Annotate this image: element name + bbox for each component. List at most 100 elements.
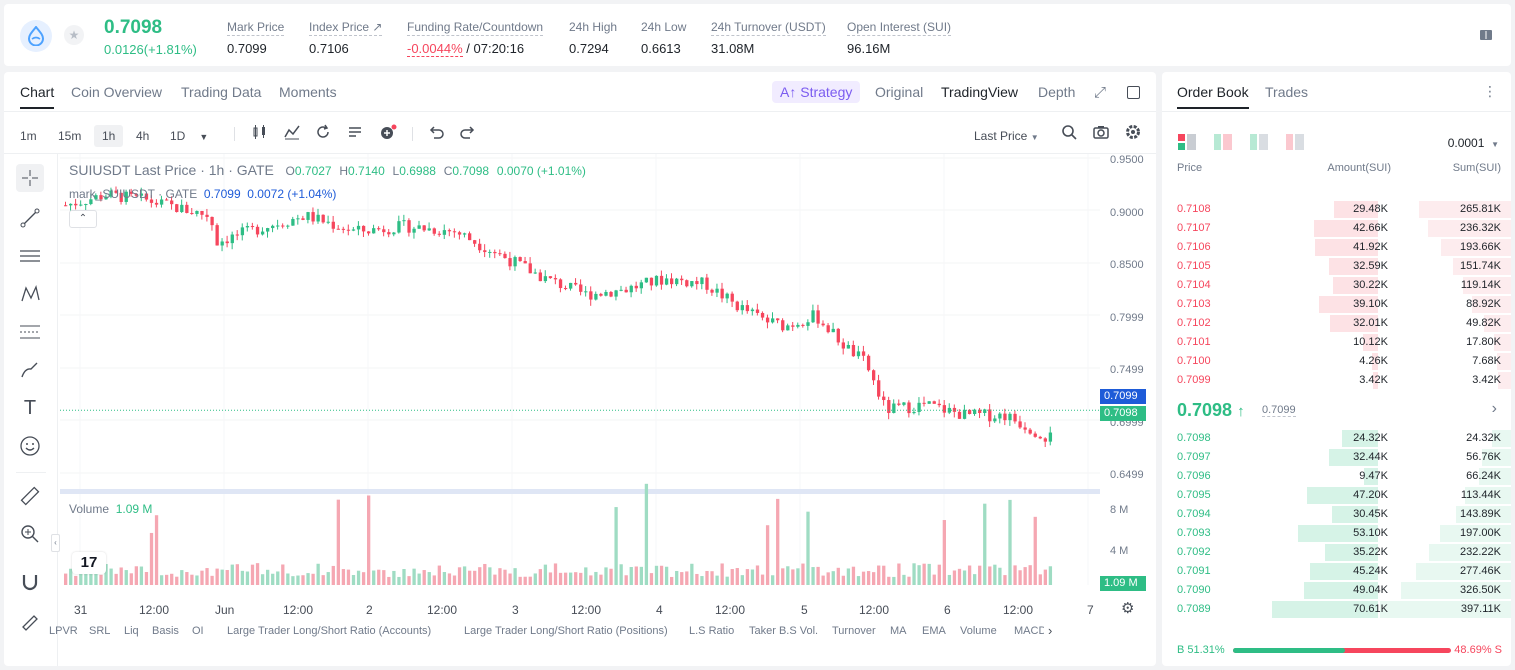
orderbook-row[interactable]: 0.7090 49.04K 326.50K xyxy=(1162,581,1511,600)
interval-1h[interactable]: 1h xyxy=(94,125,124,147)
candle-body xyxy=(750,309,755,312)
guide-book-icon[interactable] xyxy=(1479,28,1493,42)
view-bids-icon[interactable] xyxy=(1250,134,1268,150)
undo-icon[interactable] xyxy=(427,123,445,141)
window-icon[interactable] xyxy=(1127,86,1140,99)
stat-funding-rate[interactable]: Funding Rate/Countdown -0.0044% / 07:20:1… xyxy=(407,20,544,57)
indicator-toggle[interactable]: MA xyxy=(890,625,907,637)
orderbook-row[interactable]: 0.7096 9.47K 66.24K xyxy=(1162,467,1511,486)
indicator-toggle[interactable]: LPVR xyxy=(49,625,78,637)
orderbook-row[interactable]: 0.7097 32.44K 56.76K xyxy=(1162,448,1511,467)
camera-icon[interactable] xyxy=(1092,123,1110,141)
refresh-icon[interactable] xyxy=(314,123,332,141)
indicator-toggle[interactable]: MACD xyxy=(1014,625,1044,637)
collapse-legend-icon[interactable]: ⌃ xyxy=(69,210,97,228)
precision-select[interactable]: 0.0001 ▼ xyxy=(1447,136,1499,150)
candlestick-chart[interactable] xyxy=(60,154,1100,598)
emoji-icon[interactable] xyxy=(16,432,44,460)
orderbook-row[interactable]: 0.7101 10.12K 17.80K xyxy=(1162,333,1511,352)
interval-15m[interactable]: 15m xyxy=(58,129,82,143)
x-axis-label: 3 xyxy=(512,603,519,617)
brush-icon[interactable] xyxy=(16,356,44,384)
tab-trading-data[interactable]: Trading Data xyxy=(181,84,262,100)
orderbook-row[interactable]: 0.7093 53.10K 197.00K xyxy=(1162,524,1511,543)
expand-icon[interactable]: ⤢ xyxy=(1094,84,1107,101)
orderbook-row[interactable]: 0.7091 45.24K 277.46K xyxy=(1162,562,1511,581)
orderbook-row[interactable]: 0.7102 32.01K 49.82K xyxy=(1162,314,1511,333)
tab-moments[interactable]: Moments xyxy=(279,84,337,100)
orderbook-row[interactable]: 0.7108 29.48K 265.81K xyxy=(1162,200,1511,219)
candle-body xyxy=(377,228,381,230)
view-depth[interactable]: Depth xyxy=(1038,84,1076,100)
indicator-toggle[interactable]: Large Trader Long/Short Ratio (Accounts) xyxy=(227,625,432,637)
pattern-icon[interactable] xyxy=(16,280,44,308)
stat-mark-price[interactable]: Mark Price 0.7099 xyxy=(227,20,285,56)
orderbook-row[interactable]: 0.7098 24.32K 24.32K xyxy=(1162,429,1511,448)
indicator-toggle[interactable]: OI xyxy=(192,625,204,637)
orderbook-row[interactable]: 0.7106 41.92K 193.66K xyxy=(1162,238,1511,257)
redo-icon[interactable] xyxy=(459,123,477,141)
volume-bar xyxy=(144,571,149,585)
horizontal-lines-icon[interactable] xyxy=(16,242,44,270)
indicator-toggle[interactable]: Turnover xyxy=(832,625,876,637)
chevron-right-icon[interactable]: › xyxy=(1048,623,1053,638)
zoom-in-icon[interactable] xyxy=(16,520,44,548)
magnet-icon[interactable] xyxy=(16,568,44,596)
orderbook-row[interactable]: 0.7103 39.10K 88.92K xyxy=(1162,295,1511,314)
indicator-toggle[interactable]: Liq xyxy=(124,625,139,637)
tab-trades[interactable]: Trades xyxy=(1265,84,1309,100)
candle-type-icon[interactable] xyxy=(251,123,269,141)
view-both-icon[interactable] xyxy=(1178,134,1196,150)
interval-1m[interactable]: 1m xyxy=(20,129,37,143)
view-original[interactable]: Original xyxy=(875,84,924,100)
fib-retracement-icon[interactable] xyxy=(16,318,44,346)
view-split-icon[interactable] xyxy=(1214,134,1232,150)
price-source-select[interactable]: Last Price ▼ xyxy=(974,129,1039,143)
orderbook-row[interactable]: 0.7100 4.26K 7.68K xyxy=(1162,352,1511,371)
axis-settings-icon[interactable]: ⚙ xyxy=(1121,600,1135,617)
orderbook-row[interactable]: 0.7104 30.22K 119.14K xyxy=(1162,276,1511,295)
indicator-toggle[interactable]: L.S Ratio xyxy=(689,625,735,637)
templates-icon[interactable] xyxy=(346,123,364,141)
orderbook-row[interactable]: 0.7095 47.20K 113.44K xyxy=(1162,486,1511,505)
orderbook-row[interactable]: 0.7089 70.61K 397.11K xyxy=(1162,600,1511,619)
tab-chart[interactable]: Chart xyxy=(20,84,55,109)
tab-coin-overview[interactable]: Coin Overview xyxy=(71,84,163,100)
indicator-toggle[interactable]: EMA xyxy=(922,625,946,637)
indicator-toggle[interactable]: SRL xyxy=(89,625,111,637)
collapse-toolbar-icon[interactable]: ‹ xyxy=(51,534,60,552)
indicator-toggle[interactable]: Large Trader Long/Short Ratio (Positions… xyxy=(464,625,668,637)
orderbook-row[interactable]: 0.7099 3.42K 3.42K xyxy=(1162,371,1511,390)
volume-bar xyxy=(584,567,588,585)
interval-4h[interactable]: 4h xyxy=(136,129,150,143)
candle-body xyxy=(902,402,906,405)
text-tool-icon[interactable]: T xyxy=(23,396,37,419)
orderbook-row[interactable]: 0.7105 32.59K 151.74K xyxy=(1162,257,1511,276)
ruler-icon[interactable] xyxy=(16,482,44,510)
chevron-right-icon[interactable]: › xyxy=(1491,400,1497,417)
lock-drawing-icon[interactable] xyxy=(16,606,44,634)
view-asks-icon[interactable] xyxy=(1286,134,1304,150)
favorite-star-icon[interactable]: ★ xyxy=(64,25,84,45)
stat-index-price[interactable]: Index Price ↗ 0.7106 xyxy=(309,20,383,56)
candle-body xyxy=(301,218,305,220)
orderbook-row[interactable]: 0.7107 42.66K 236.32K xyxy=(1162,219,1511,238)
more-options-icon[interactable]: ⋮ xyxy=(1483,83,1497,99)
view-tradingview[interactable]: TradingView xyxy=(941,84,1019,100)
crosshair-icon[interactable] xyxy=(16,164,44,192)
indicator-toggle[interactable]: Basis xyxy=(152,625,179,637)
candle-body xyxy=(967,409,972,415)
add-alert-icon[interactable] xyxy=(379,123,397,141)
tab-order-book[interactable]: Order Book xyxy=(1177,84,1249,109)
settings-gear-icon[interactable] xyxy=(1124,123,1142,141)
search-icon[interactable] xyxy=(1060,123,1078,141)
order-sum: 193.66K xyxy=(1460,241,1501,253)
trend-line-icon[interactable] xyxy=(16,204,44,232)
indicator-toggle[interactable]: Volume xyxy=(960,625,997,637)
indicators-icon[interactable] xyxy=(283,123,301,141)
orderbook-row[interactable]: 0.7094 30.45K 143.89K xyxy=(1162,505,1511,524)
orderbook-row[interactable]: 0.7092 35.22K 232.22K xyxy=(1162,543,1511,562)
indicator-toggle[interactable]: Taker B.S Vol. xyxy=(749,625,819,637)
interval-1d[interactable]: 1D ▼ xyxy=(170,129,209,143)
strategy-button[interactable]: A↑ Strategy xyxy=(772,81,861,103)
